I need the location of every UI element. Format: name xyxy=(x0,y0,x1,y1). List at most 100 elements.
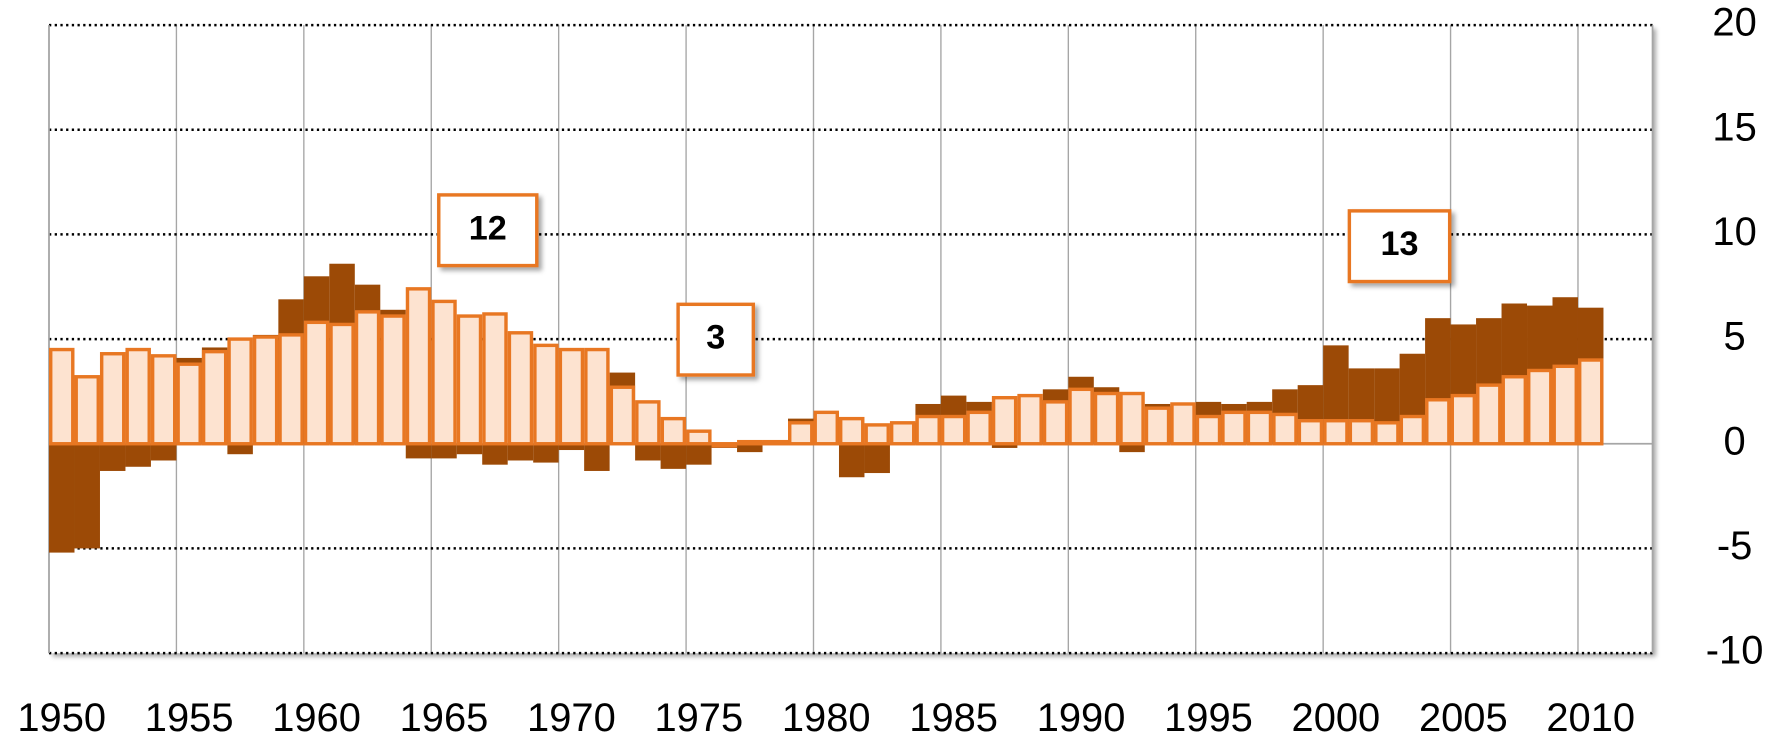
x-tick-label: 1990 xyxy=(1037,696,1126,740)
bar xyxy=(201,349,228,446)
bar xyxy=(1297,419,1324,446)
y-tick-label: 15 xyxy=(1712,105,1756,149)
bar xyxy=(889,421,916,446)
bar xyxy=(762,439,789,446)
bar xyxy=(1221,410,1247,446)
bar xyxy=(686,443,712,465)
x-tick-label: 1965 xyxy=(400,696,489,740)
bar xyxy=(533,343,559,446)
bar xyxy=(940,414,967,446)
x-tick-label: 1960 xyxy=(272,696,361,740)
x-tick-label: 1995 xyxy=(1164,696,1253,740)
bar xyxy=(456,314,483,446)
bar xyxy=(49,347,75,446)
bar xyxy=(482,312,508,446)
bar xyxy=(278,333,304,446)
annotation-box xyxy=(1347,209,1452,284)
bar xyxy=(584,443,610,471)
y-tick-label: 5 xyxy=(1723,315,1745,359)
y-tick-label: -5 xyxy=(1717,524,1752,568)
bar xyxy=(1501,375,1528,446)
annotation-box xyxy=(437,193,539,268)
bar xyxy=(813,410,839,446)
bar xyxy=(635,443,661,461)
x-tick-label: 2010 xyxy=(1546,696,1635,740)
bar xyxy=(737,443,763,453)
bar xyxy=(1374,421,1400,446)
x-tick-label: 1975 xyxy=(654,696,743,740)
bar xyxy=(788,421,814,446)
bar xyxy=(1272,412,1298,446)
x-tick-label: 1980 xyxy=(782,696,871,740)
bar xyxy=(1450,393,1477,446)
bar xyxy=(838,416,865,446)
bar xyxy=(150,354,177,446)
bar xyxy=(1476,383,1502,446)
bar xyxy=(991,443,1018,448)
bar xyxy=(838,443,865,478)
bar xyxy=(635,400,661,446)
bar xyxy=(1425,398,1451,446)
bar xyxy=(864,423,890,446)
annotation: 3 xyxy=(706,319,725,357)
bar xyxy=(1195,414,1222,446)
bar xyxy=(1144,406,1171,446)
bar xyxy=(1093,391,1120,446)
bar xyxy=(1323,419,1349,446)
x-tick-label: 2005 xyxy=(1419,696,1508,740)
bar xyxy=(354,310,381,446)
x-tick-label: 1985 xyxy=(909,696,998,740)
annotation: 12 xyxy=(469,209,507,247)
bar xyxy=(1042,400,1069,446)
bar xyxy=(660,443,687,469)
bar xyxy=(507,331,534,446)
bar xyxy=(1527,368,1553,446)
bar xyxy=(1246,410,1273,446)
bar xyxy=(405,443,432,459)
bar xyxy=(1068,387,1094,446)
bar xyxy=(1399,414,1426,446)
bar xyxy=(150,443,177,461)
bar xyxy=(431,443,457,459)
annotation: 13 xyxy=(1380,225,1418,263)
bar xyxy=(176,362,202,446)
bar xyxy=(558,347,585,446)
bar xyxy=(1119,443,1145,453)
x-tick-label: 1955 xyxy=(145,696,234,740)
bar xyxy=(431,299,457,446)
x-tick-label: 2000 xyxy=(1292,696,1381,740)
bar xyxy=(686,429,712,446)
bar xyxy=(227,443,253,455)
bar xyxy=(1017,393,1043,446)
x-tick-label: 1950 xyxy=(17,696,106,740)
y-tick-label: 0 xyxy=(1723,419,1745,463)
bar xyxy=(380,314,406,446)
bar xyxy=(329,322,355,446)
bar xyxy=(456,443,483,455)
bar xyxy=(1577,358,1604,446)
bar xyxy=(507,443,534,461)
bar xyxy=(74,375,100,446)
bar xyxy=(405,287,432,446)
bar xyxy=(1119,391,1145,446)
bar xyxy=(609,385,636,446)
bar xyxy=(1170,402,1196,446)
bar xyxy=(533,443,559,463)
bar xyxy=(125,347,151,446)
bar xyxy=(252,335,279,446)
bar xyxy=(482,443,508,465)
bar xyxy=(966,410,992,446)
y-tick-label: -10 xyxy=(1706,629,1764,673)
bar xyxy=(558,443,585,451)
bar xyxy=(737,439,763,446)
bar xyxy=(74,443,100,549)
bar xyxy=(227,337,253,446)
bar xyxy=(660,416,687,446)
x-tick-label: 1970 xyxy=(527,696,616,740)
bar xyxy=(864,443,890,474)
bar xyxy=(1552,364,1578,446)
bar xyxy=(991,395,1018,446)
bar xyxy=(915,414,941,446)
y-tick-label: 20 xyxy=(1712,1,1756,45)
